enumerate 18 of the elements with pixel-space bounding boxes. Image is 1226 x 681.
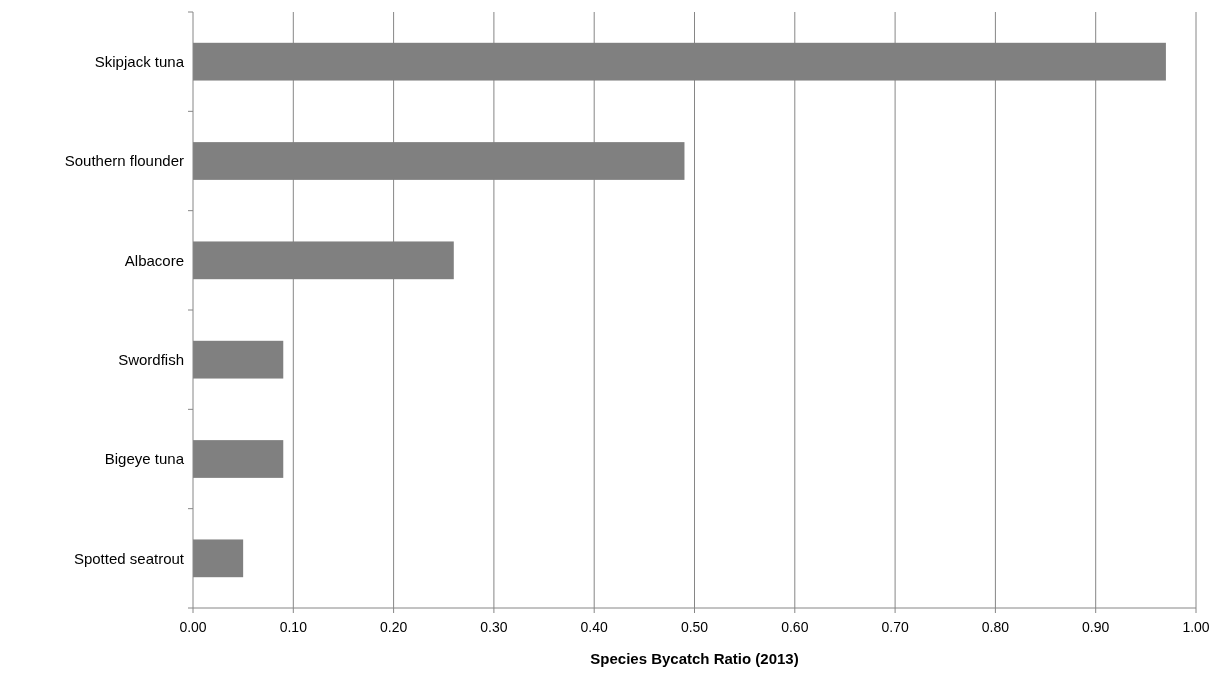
y-tick-label: Skipjack tuna xyxy=(94,52,185,70)
x-tick-label: 0.10 xyxy=(279,619,308,635)
x-tick-label: 0.80 xyxy=(981,619,1010,635)
x-tick-label: 0.70 xyxy=(881,619,909,635)
x-tick-label: 0.30 xyxy=(480,619,508,635)
x-tick-label: 0.00 xyxy=(179,619,207,635)
x-tick-label: 0.60 xyxy=(781,619,809,635)
x-tick-label: 0.90 xyxy=(1082,619,1110,635)
x-axis-title: Species Bycatch Ratio (2013) xyxy=(590,650,799,667)
y-tick-label: Swordfish xyxy=(118,350,184,368)
x-tick-label: 0.40 xyxy=(580,619,609,635)
y-tick-label: Southern flounder xyxy=(64,152,184,170)
x-tick-label: 0.20 xyxy=(379,619,408,635)
y-tick-label: Albacore xyxy=(124,251,184,269)
x-tick-label: 1.00 xyxy=(1182,619,1210,635)
x-tick-label: 0.50 xyxy=(680,619,709,635)
y-tick-label: Spotted seatrout xyxy=(73,549,185,567)
y-tick-label: Bigeye tuna xyxy=(104,450,185,468)
